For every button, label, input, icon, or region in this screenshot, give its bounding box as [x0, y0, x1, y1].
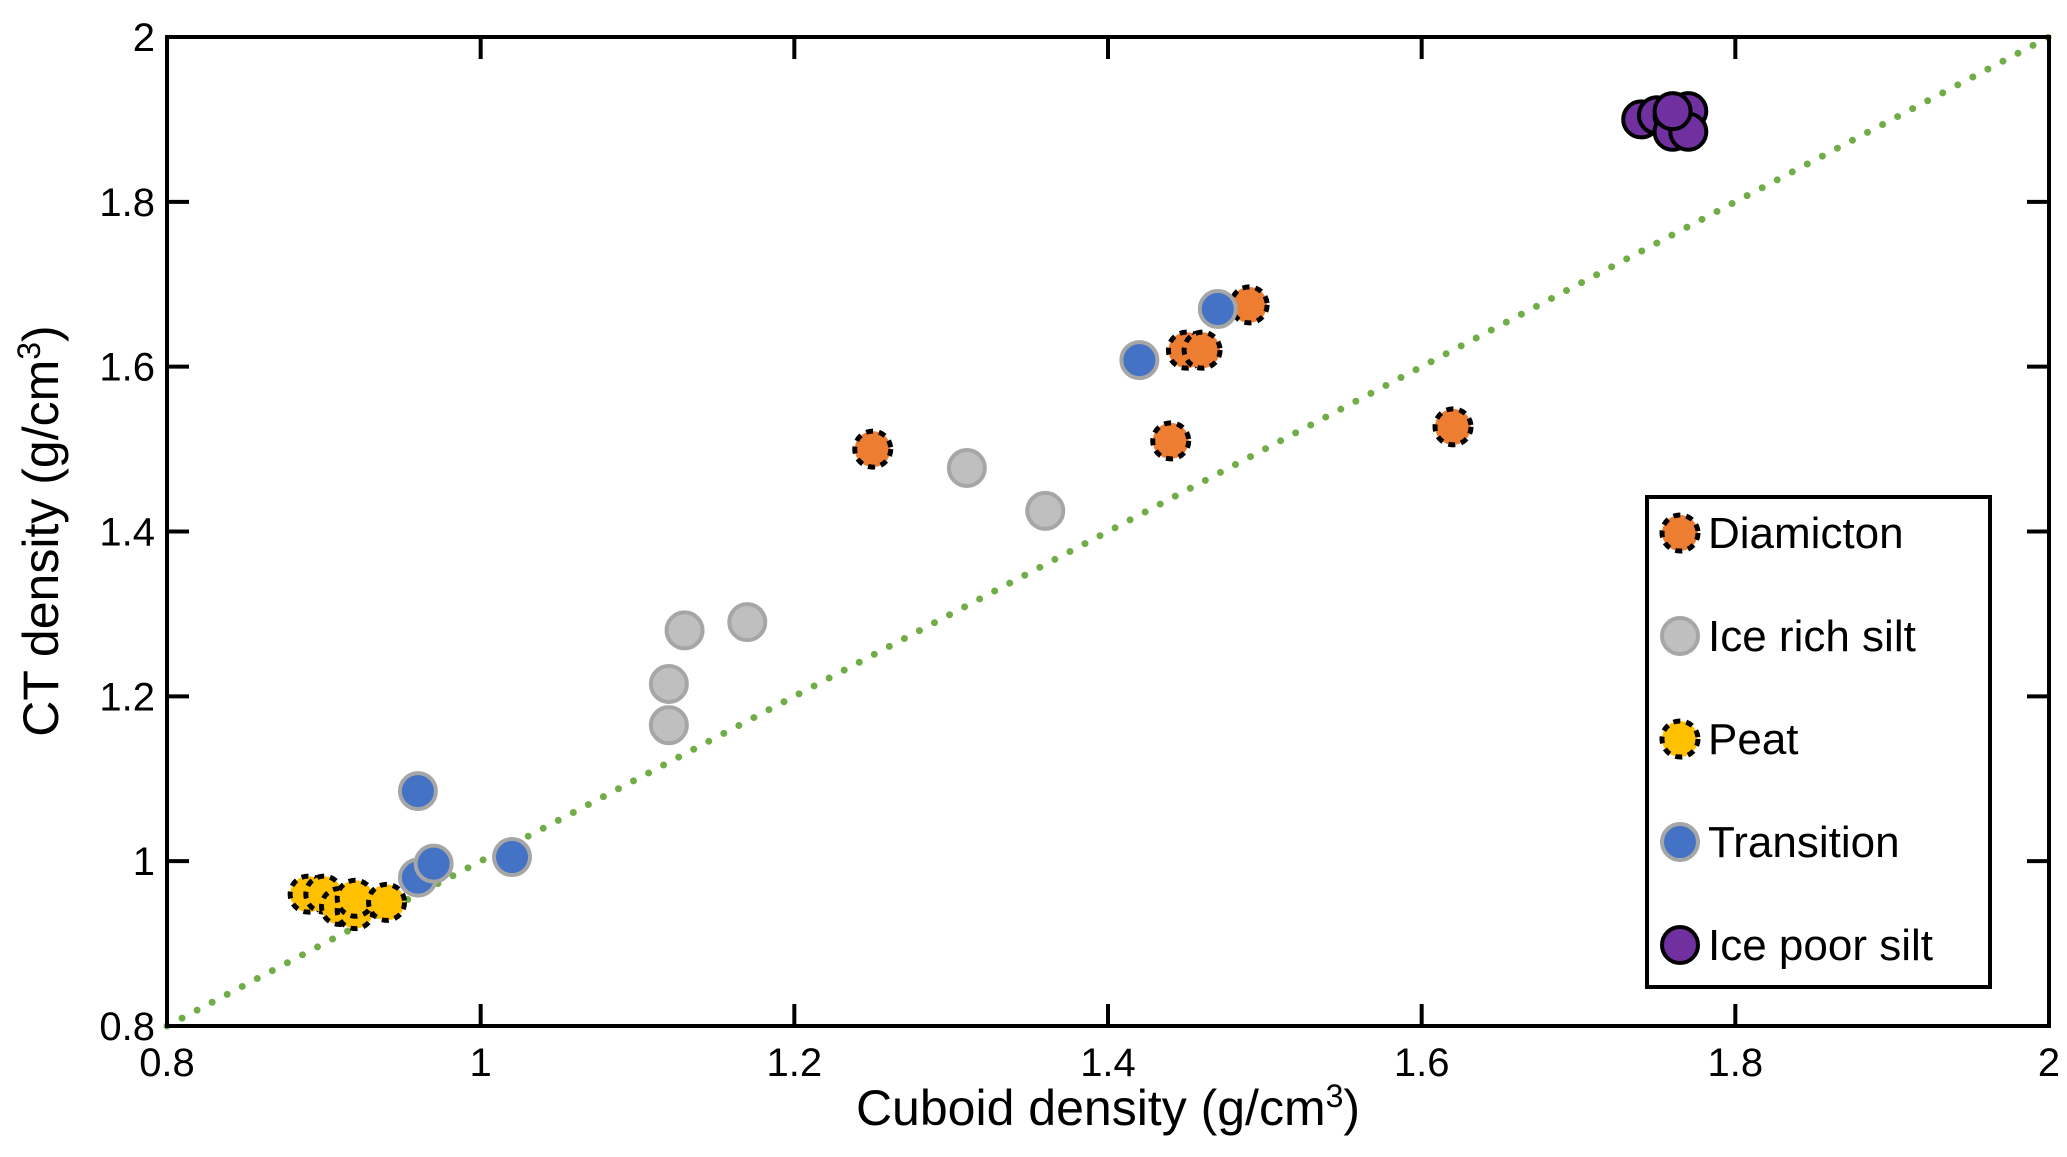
data-point-transition — [397, 771, 438, 812]
legend-item-ice-rich-silt: Ice rich silt — [1660, 612, 1916, 661]
data-point-ice-poor-silt — [1652, 91, 1693, 132]
x-tick-label: 1.8 — [1708, 1041, 1764, 1085]
data-point-diamicton — [1432, 406, 1474, 448]
legend-label: Transition — [1708, 818, 1900, 867]
data-point-transition — [1197, 288, 1238, 329]
y-tick-label: 1.6 — [99, 346, 155, 390]
data-point-peat — [366, 881, 408, 923]
reference-line-group — [163, 33, 2053, 1030]
legend: Diamicton Ice rich silt Peat Transition Ice … — [1645, 495, 1992, 989]
data-point-transition — [413, 843, 454, 884]
legend-marker — [1660, 616, 1700, 656]
legend-marker — [1660, 925, 1700, 965]
legend-marker — [1659, 718, 1701, 760]
x-tick-label: 1.4 — [1080, 1041, 1136, 1085]
legend-marker — [1660, 822, 1700, 862]
data-point-transition — [1119, 340, 1160, 381]
legend-item-diamicton: Diamicton — [1659, 509, 1904, 558]
y-tick-label: 1.4 — [99, 511, 155, 555]
data-point-ice-rich-silt — [664, 610, 705, 651]
data-point-diamicton — [1181, 329, 1223, 371]
data-point-ice-rich-silt — [648, 705, 689, 746]
data-point-peat — [334, 877, 376, 919]
x-tick-label: 2 — [2038, 1041, 2060, 1085]
points-group — [287, 91, 1709, 932]
x-tick-label: 1 — [470, 1041, 492, 1085]
data-point-diamicton — [852, 428, 894, 470]
x-tick-label: 0.8 — [139, 1041, 195, 1085]
legend-label: Ice poor silt — [1708, 921, 1933, 970]
ticks-group: 0.8 1 1.2 1.4 1.6 1.8 2 0.8 1 1.2 1.4 1.6 1.8 2 — [99, 16, 2060, 1085]
data-point-ice-rich-silt — [727, 602, 768, 643]
legend-item-transition: Transition — [1660, 818, 1900, 867]
legend-marker — [1659, 512, 1701, 554]
legend-item-peat: Peat — [1659, 715, 1799, 764]
y-tick-label: 1.8 — [99, 181, 155, 225]
y-tick-label: 0.8 — [99, 1005, 155, 1049]
legend-label: Ice rich silt — [1708, 612, 1916, 661]
y-tick-label: 1.2 — [99, 675, 155, 719]
legend-item-ice-poor-silt: Ice poor silt — [1660, 921, 1933, 970]
data-point-ice-rich-silt — [648, 663, 689, 704]
y-tick-label: 1 — [133, 840, 155, 884]
x-tick-label: 1.2 — [767, 1041, 823, 1085]
x-tick-label: 1.6 — [1394, 1041, 1450, 1085]
legend-box — [1645, 495, 1992, 989]
y-tick-label: 2 — [133, 16, 155, 60]
data-point-ice-rich-silt — [1025, 490, 1066, 531]
y-axis-label: CT density (g/cm3) — [11, 325, 69, 736]
data-point-diamicton — [1150, 420, 1192, 462]
x-axis-label: Cuboid density (g/cm3) — [856, 1078, 1360, 1136]
data-point-transition — [492, 837, 533, 878]
legend-label: Diamicton — [1708, 509, 1904, 558]
legend-label: Peat — [1708, 715, 1799, 764]
one-to-one-line — [163, 33, 2053, 1030]
data-point-ice-rich-silt — [946, 448, 987, 489]
